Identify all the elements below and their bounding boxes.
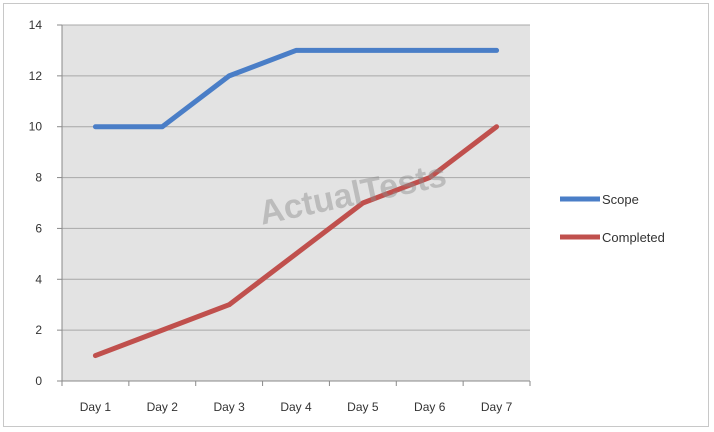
x-tick-label: Day 2 [147,400,179,414]
series-lines [92,47,500,359]
data-point-scope [94,126,96,128]
y-tick-label: 14 [29,18,43,32]
data-point-completed [362,202,364,204]
y-tick-label: 12 [29,69,43,83]
legend-label-scope: Scope [602,192,639,207]
data-point-completed [161,329,163,331]
y-tick-label: 2 [35,323,42,337]
x-tick-label: Day 4 [280,400,312,414]
x-tick-label: Day 7 [481,400,513,414]
y-tick-label: 8 [35,171,42,185]
y-tick-label: 6 [35,221,42,235]
data-point-scope [161,126,163,128]
gridlines [62,24,530,331]
data-point-completed [496,126,498,128]
data-point-scope [362,49,364,51]
data-point-scope [429,49,431,51]
axes: 0 2 4 6 8 10 12 14 Day 1 Day 2 Day 3 Day 4 Day 5 Day … [29,18,531,414]
x-tick-label: Day 3 [213,400,245,414]
x-tick-label: Day 5 [347,400,379,414]
data-point-completed [228,304,230,306]
y-tick-label: 4 [35,272,42,286]
x-tick-label: Day 6 [414,400,446,414]
data-point-completed [429,177,431,179]
plot-area [62,25,530,381]
y-tick-label: 10 [29,120,43,134]
data-point-scope [228,75,230,77]
data-point-completed [94,355,96,357]
legend: Scope Completed [560,192,665,245]
y-tick-label: 0 [35,374,42,388]
data-point-scope [295,49,297,51]
data-point-scope [496,49,498,51]
data-point-completed [295,253,297,255]
legend-label-completed: Completed [602,230,665,245]
x-tick-label: Day 1 [80,400,112,414]
